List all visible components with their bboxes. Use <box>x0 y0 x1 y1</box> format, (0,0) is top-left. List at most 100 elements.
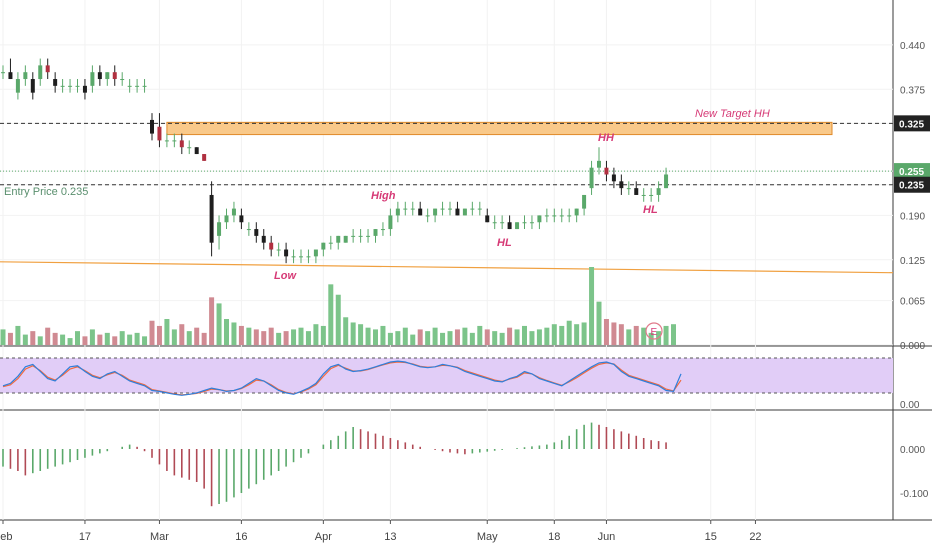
volume-bar <box>246 327 252 345</box>
earnings-marker-icon[interactable] <box>645 322 663 340</box>
candle-body <box>388 215 393 230</box>
candle-body <box>336 235 341 243</box>
volume-bar <box>127 334 133 345</box>
candle-body <box>306 256 311 258</box>
hl-label-2: HL <box>643 204 658 216</box>
volume-bar <box>454 329 460 345</box>
price-tick-label: 0.000 <box>900 341 925 352</box>
volume-bar <box>559 325 565 345</box>
axes: 0.440 0.375 0.190 0.125 0.065 0.000 0.325 0.255… <box>0 41 930 543</box>
volume-bar <box>507 327 513 345</box>
price-tick-label: 0.440 <box>900 41 925 52</box>
candle-body <box>634 188 639 195</box>
earnings-marker-label: E <box>651 327 658 338</box>
hl-label-1: HL <box>497 237 512 249</box>
volume-bar <box>253 329 259 345</box>
candle-body <box>529 222 534 224</box>
candle-body <box>358 235 363 237</box>
volume-bar <box>447 331 453 345</box>
volume-bar <box>305 331 311 345</box>
volume-bar <box>633 325 639 345</box>
volume-bar <box>350 322 356 345</box>
price-badge <box>894 163 930 180</box>
price-tick-label: 0.125 <box>900 256 925 267</box>
candle-body <box>664 174 669 189</box>
price-tick-label: 0.190 <box>900 211 925 222</box>
candle-body <box>209 194 214 243</box>
volume-bar <box>134 332 140 345</box>
candle-body <box>82 85 87 93</box>
volume-bar <box>22 334 28 345</box>
candle-body <box>597 160 601 168</box>
target-zone <box>166 121 833 136</box>
volume-bar <box>291 329 297 345</box>
candle-body <box>269 242 274 250</box>
volume-bar <box>238 325 244 345</box>
candle-body <box>522 222 527 224</box>
candle-body <box>217 222 222 236</box>
volume-bar <box>142 336 148 345</box>
volume-bar <box>365 327 371 345</box>
volume-bar <box>75 331 80 345</box>
candle-body <box>470 208 475 210</box>
price-badge <box>894 176 930 193</box>
candle-body <box>142 85 147 87</box>
volume-bar <box>603 319 609 345</box>
grid <box>0 0 893 520</box>
volume-bar <box>209 297 215 345</box>
volume-bar <box>514 329 520 345</box>
volume-bar <box>358 324 364 345</box>
volume-bar <box>641 327 647 345</box>
x-tick-label: 15 <box>705 531 717 543</box>
x-tick-label: 13 <box>384 531 396 543</box>
volume-bar <box>499 332 505 345</box>
annotations: Entry Price 0.235 New Target HH High Low… <box>4 108 770 340</box>
volume-bar <box>328 284 334 345</box>
price-tick-label: 0.375 <box>900 85 925 96</box>
candle-body <box>380 229 385 231</box>
candle-body <box>440 208 445 210</box>
candle-body <box>172 140 177 142</box>
x-tick-label: Mar <box>150 531 169 543</box>
candle-body <box>455 208 460 216</box>
candle-body <box>574 208 579 216</box>
candle-body <box>395 208 400 216</box>
volume-bar <box>179 324 185 345</box>
volume-bar <box>402 327 408 345</box>
candle-body <box>60 85 65 87</box>
candle-body <box>194 147 199 155</box>
volume-bar <box>596 301 602 345</box>
volume-bar <box>298 327 304 345</box>
volume-panel <box>0 267 676 345</box>
candle-body <box>224 215 229 223</box>
candle-body <box>343 235 348 243</box>
volume-bar <box>60 334 66 345</box>
candle-body <box>157 126 162 141</box>
candle-body <box>97 72 102 80</box>
stochastic-rsi-panel <box>0 357 893 396</box>
candle-body <box>366 235 371 237</box>
volume-bar <box>82 336 88 345</box>
volume-bar <box>67 338 73 345</box>
candle-body <box>403 208 408 210</box>
volume-bar <box>477 325 483 345</box>
volume-bar <box>156 325 162 345</box>
volume-bar <box>119 331 125 345</box>
volume-bar <box>425 331 431 345</box>
candle-body <box>321 242 326 250</box>
volume-bar <box>89 329 95 345</box>
candle-body <box>53 79 58 86</box>
trendline <box>0 261 894 274</box>
new-target-label: New Target HH <box>695 108 770 120</box>
volume-bar <box>574 324 580 345</box>
stoch-k-line <box>2 360 682 396</box>
volume-bar <box>618 324 624 345</box>
candle-body <box>284 249 289 257</box>
candle-body <box>90 72 95 86</box>
candle-body <box>425 215 430 217</box>
candle-body <box>179 140 184 148</box>
x-tick-label: 16 <box>235 531 247 543</box>
volume-bar <box>0 329 6 345</box>
volume-bar <box>201 332 207 345</box>
